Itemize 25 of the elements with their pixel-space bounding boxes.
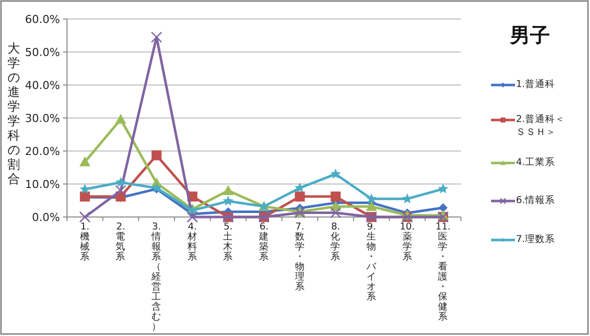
legend-label: 1.普通科 bbox=[516, 78, 556, 91]
legend-label: 2.普通科＜ＳＳＨ＞ bbox=[516, 113, 566, 139]
legend-label: 7.理数系 bbox=[516, 233, 556, 246]
x-tick-label: 8.化学系 bbox=[330, 222, 341, 262]
y-tick-label: 10.0% bbox=[25, 178, 60, 191]
y-tick-label: 40.0% bbox=[25, 79, 60, 92]
x-tick-label: 9.生物・バイオ系 bbox=[365, 222, 378, 302]
x-tick-label: 5.土木系 bbox=[223, 222, 234, 262]
x-tick-label: 2.電気系 bbox=[116, 222, 126, 262]
x-tick-label: 1.機械系 bbox=[80, 222, 90, 262]
y-tick-label: 20.0% bbox=[25, 145, 60, 158]
x-tick-label: 6.建築系 bbox=[258, 222, 269, 262]
text: 大学の進学学科の割合 bbox=[8, 40, 20, 186]
y-tick-label: 30.0% bbox=[25, 112, 60, 125]
y-tick-label: 0.0% bbox=[32, 211, 60, 224]
category-label: 11.医学・看護・保健系 bbox=[436, 222, 451, 322]
y-tick-label: 60.0% bbox=[25, 13, 60, 26]
x-tick-label: 4.材料系 bbox=[186, 222, 198, 262]
category-label: 3.情報系（経営工含む） bbox=[152, 222, 162, 332]
text: 男子 bbox=[509, 23, 550, 47]
x-tick-label: 10.薬学系 bbox=[400, 222, 415, 262]
legend-label: 4.工業系 bbox=[516, 156, 556, 169]
x-tick-label: 7.数学・物理系 bbox=[294, 222, 305, 292]
y-tick-label: 50.0% bbox=[25, 46, 60, 59]
legend-label: 6.情報系 bbox=[516, 194, 556, 207]
